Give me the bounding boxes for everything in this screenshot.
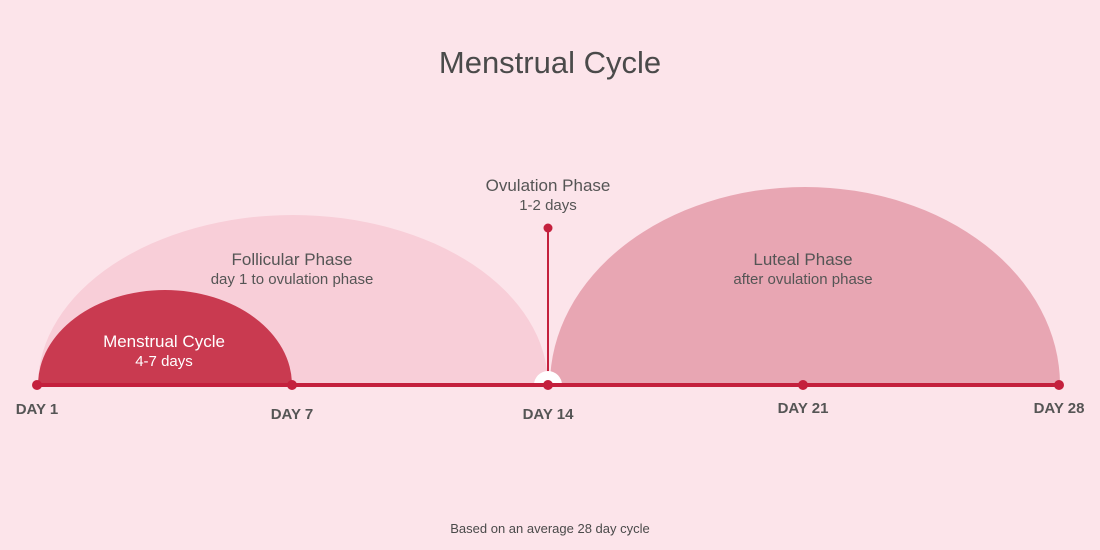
follicular-phase-subtitle: day 1 to ovulation phase <box>211 271 374 288</box>
ovulation-marker-dot <box>543 223 553 233</box>
menstrual-phase-subtitle: 4-7 days <box>135 353 193 370</box>
menstrual-phase-arc <box>38 290 292 385</box>
day-14-marker <box>543 380 553 390</box>
diagram-title: Menstrual Cycle <box>439 45 661 80</box>
day-21-marker <box>798 380 808 390</box>
day-28-marker <box>1054 380 1064 390</box>
day-14-label: DAY 14 <box>523 406 575 423</box>
menstrual-phase-title: Menstrual Cycle <box>103 332 225 351</box>
ovulation-day-highlight <box>534 371 562 385</box>
ovulation-phase-title: Ovulation Phase <box>486 176 611 195</box>
day-21-label: DAY 21 <box>778 400 829 417</box>
luteal-phase-subtitle: after ovulation phase <box>733 271 872 288</box>
day-1-label: DAY 1 <box>16 401 59 418</box>
follicular-phase-title: Follicular Phase <box>232 250 353 269</box>
ovulation-phase-subtitle: 1-2 days <box>519 197 577 214</box>
luteal-phase-arc <box>550 187 1060 385</box>
luteal-phase-title: Luteal Phase <box>753 250 852 269</box>
day-1-marker <box>32 380 42 390</box>
day-7-marker <box>287 380 297 390</box>
day-7-label: DAY 7 <box>271 406 314 423</box>
footnote: Based on an average 28 day cycle <box>450 521 649 536</box>
day-28-label: DAY 28 <box>1034 400 1085 417</box>
